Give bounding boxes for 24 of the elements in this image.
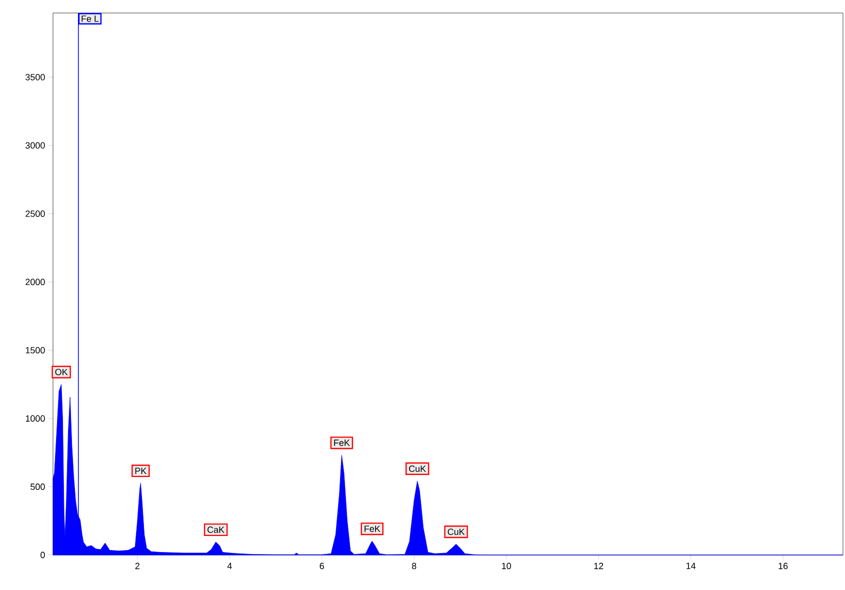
annotation: OK (55, 368, 68, 376)
ref-line-label: Fe L (82, 16, 99, 22)
annotation: PK (135, 468, 147, 474)
x-tick-label: 8 (412, 562, 416, 570)
x-tick-label: 16 (778, 562, 788, 570)
x-tick-label: 2 (135, 562, 140, 570)
x-tick-label: 14 (686, 562, 696, 569)
y-tick-label: 3500 (26, 74, 45, 80)
y-tick-label: 3000 (26, 142, 45, 149)
y-tick-label: 2000 (26, 278, 45, 286)
x-tick-label: 10 (502, 562, 511, 570)
annotation: CuK (409, 466, 426, 472)
y-tick-label: 1500 (26, 347, 45, 354)
annotation: CuK (448, 528, 465, 535)
y-tick-label: 500 (30, 484, 45, 490)
y-tick-label: 0 (40, 552, 45, 558)
x-tick-label: 12 (594, 562, 604, 570)
annotation: FeK (364, 526, 380, 532)
y-tick-label: 2500 (26, 210, 45, 217)
y-tick-label: 1000 (26, 415, 45, 422)
x-tick-label: 4 (227, 562, 232, 569)
x-tick-label: 6 (320, 562, 324, 570)
annotation: FeK (334, 440, 350, 446)
annotation: CaK (208, 526, 224, 533)
